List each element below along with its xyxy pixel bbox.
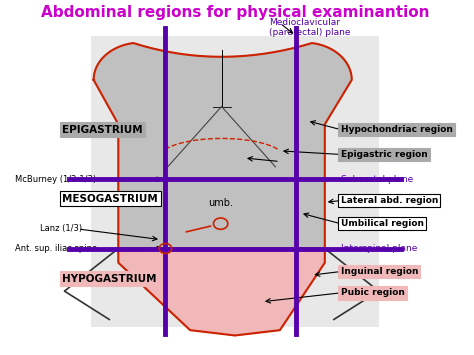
- Text: Umbilical region: Umbilical region: [340, 219, 423, 228]
- Text: Lanz (1/3): Lanz (1/3): [40, 224, 82, 234]
- Text: HYPOGASTRIUM: HYPOGASTRIUM: [62, 274, 157, 284]
- Polygon shape: [94, 43, 352, 248]
- Text: Inguinal region: Inguinal region: [340, 267, 418, 276]
- Text: Lateral abd. region: Lateral abd. region: [340, 196, 438, 205]
- Text: Epigastric region: Epigastric region: [340, 150, 427, 159]
- FancyBboxPatch shape: [91, 36, 379, 327]
- Text: Abdominal regions for physical examinantion: Abdominal regions for physical examinant…: [41, 5, 429, 20]
- Text: Interspinal plane: Interspinal plane: [340, 244, 417, 253]
- Text: umb.: umb.: [208, 198, 233, 208]
- Polygon shape: [118, 248, 325, 335]
- Text: Subcostal plane: Subcostal plane: [340, 175, 413, 184]
- Text: Medioclavicular
(pararectal) plane: Medioclavicular (pararectal) plane: [269, 18, 350, 37]
- Text: Hypochondriac region: Hypochondriac region: [340, 125, 452, 134]
- Text: MESOGASTRIUM: MESOGASTRIUM: [62, 194, 158, 204]
- Text: Ant. sup. iliac spine: Ant. sup. iliac spine: [15, 244, 97, 253]
- Text: McBurney (1/2-1/3): McBurney (1/2-1/3): [15, 175, 96, 184]
- Text: Pubic region: Pubic region: [340, 288, 404, 297]
- Text: EPIGASTRIUM: EPIGASTRIUM: [62, 125, 143, 135]
